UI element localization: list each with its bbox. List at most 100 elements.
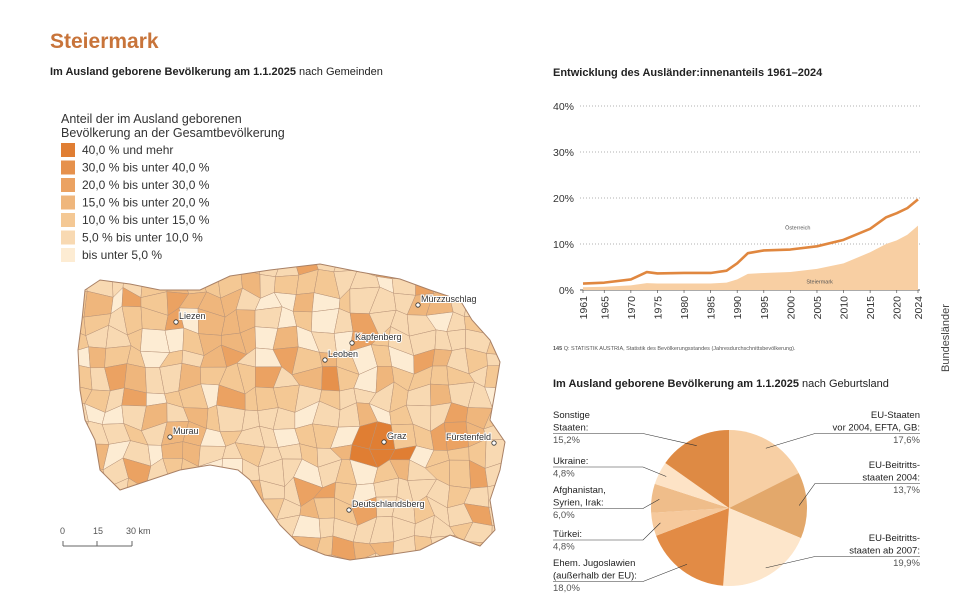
municipality	[145, 482, 172, 502]
municipality	[254, 557, 284, 560]
leader-line	[765, 556, 920, 569]
municipality	[486, 268, 505, 295]
pie-category-label: EU-Beitritts-	[869, 460, 920, 471]
pie-slice	[654, 462, 729, 508]
municipality	[198, 521, 224, 539]
city-label: Kapfenberg	[355, 332, 402, 342]
municipality	[484, 557, 505, 560]
municipality	[449, 459, 471, 489]
source-text: Q: STATISTIK AUSTRIA, Statistik des Bevö…	[564, 346, 796, 352]
municipality	[158, 482, 189, 501]
y-tick-label: 0%	[559, 285, 574, 297]
leader-line	[553, 563, 688, 582]
y-tick-label: 20%	[553, 193, 574, 205]
municipality	[433, 271, 451, 294]
city-label: Murau	[173, 426, 199, 436]
city-label: Liezen	[179, 311, 206, 321]
municipality	[78, 316, 87, 336]
legend-swatch	[61, 248, 75, 262]
municipality	[101, 554, 127, 560]
y-tick-label: 10%	[553, 239, 574, 251]
pie-value-label: 19,9%	[893, 558, 920, 569]
legend-label: 30,0 % bis unter 40,0 %	[82, 161, 210, 175]
leader-line	[553, 466, 667, 477]
municipality	[444, 555, 472, 560]
line-chart-title: Entwicklung des Ausländer:innenanteils 1…	[553, 67, 823, 79]
municipality	[254, 306, 283, 329]
municipality	[509, 440, 529, 461]
x-tick-label: 1970	[626, 296, 638, 320]
municipality	[125, 497, 151, 524]
area	[583, 225, 918, 290]
municipality	[254, 542, 285, 560]
pie-slice	[656, 508, 729, 586]
pie-category-label: (außerhalb der EU):	[553, 571, 637, 582]
x-tick-label: 1995	[759, 296, 771, 320]
municipality	[333, 264, 358, 273]
pie-slice	[729, 430, 799, 508]
municipality	[512, 553, 527, 582]
municipality	[509, 460, 529, 483]
leader-line	[553, 433, 697, 446]
municipality	[525, 553, 550, 582]
x-tick-label: 2015	[865, 296, 877, 320]
municipality	[524, 346, 550, 374]
municipality	[521, 294, 541, 307]
municipality	[520, 249, 550, 279]
scale-label: 0	[60, 526, 65, 536]
city-dot	[173, 319, 179, 325]
municipality	[78, 439, 92, 470]
municipality	[482, 287, 505, 318]
municipality	[101, 536, 127, 560]
pie-category-label: EU-Staaten	[871, 410, 920, 421]
municipality	[520, 274, 541, 296]
pie-category-label: EU-Beitritts-	[869, 533, 920, 544]
municipality	[388, 264, 416, 280]
municipality	[216, 264, 241, 270]
municipality	[388, 558, 417, 560]
municipality	[221, 555, 237, 560]
municipality	[103, 496, 127, 525]
municipality	[180, 558, 208, 560]
municipality	[521, 306, 549, 334]
pie-slice	[723, 508, 801, 586]
pie-category-label: vor 2004, EFTA, GB:	[833, 423, 920, 434]
city-label: Deutschlandsberg	[352, 499, 425, 509]
municipality	[522, 461, 551, 484]
city-dot	[381, 439, 387, 445]
leader-line	[553, 522, 661, 541]
municipality	[200, 499, 223, 523]
municipality	[415, 271, 436, 296]
municipality	[526, 503, 549, 524]
legend-label: 40,0 % und mehr	[82, 143, 173, 157]
municipality	[292, 292, 315, 313]
municipality	[415, 558, 437, 560]
municipality	[78, 537, 89, 560]
pie-category-label: Türkei:	[553, 529, 582, 540]
municipality	[507, 249, 531, 279]
municipality	[203, 561, 223, 578]
municipality	[241, 516, 262, 545]
municipality	[78, 521, 89, 540]
pie-title-bold: Im Ausland geborene Bevölkerung am 1.1.2…	[553, 378, 799, 390]
city-dot	[415, 302, 421, 308]
pie-value-label: 4,8%	[553, 469, 575, 480]
municipality	[521, 440, 550, 468]
x-tick-label: 1985	[706, 296, 718, 320]
municipality	[103, 519, 128, 544]
city-label: Leoben	[328, 349, 358, 359]
pie-category-label: Staaten:	[553, 423, 588, 434]
municipality	[160, 518, 185, 544]
map-subtitle: Im Ausland geborene Bevölkerung am 1.1.2…	[50, 66, 383, 78]
municipality	[221, 458, 243, 482]
municipality	[411, 264, 436, 278]
legend-swatch	[61, 143, 75, 157]
leader-line	[798, 483, 920, 506]
municipality	[524, 535, 545, 556]
municipality	[503, 520, 505, 542]
municipality	[468, 271, 494, 290]
municipality	[524, 521, 550, 537]
city-dot	[346, 507, 352, 513]
municipality	[78, 420, 89, 445]
x-tick-label: 2024	[913, 296, 925, 320]
